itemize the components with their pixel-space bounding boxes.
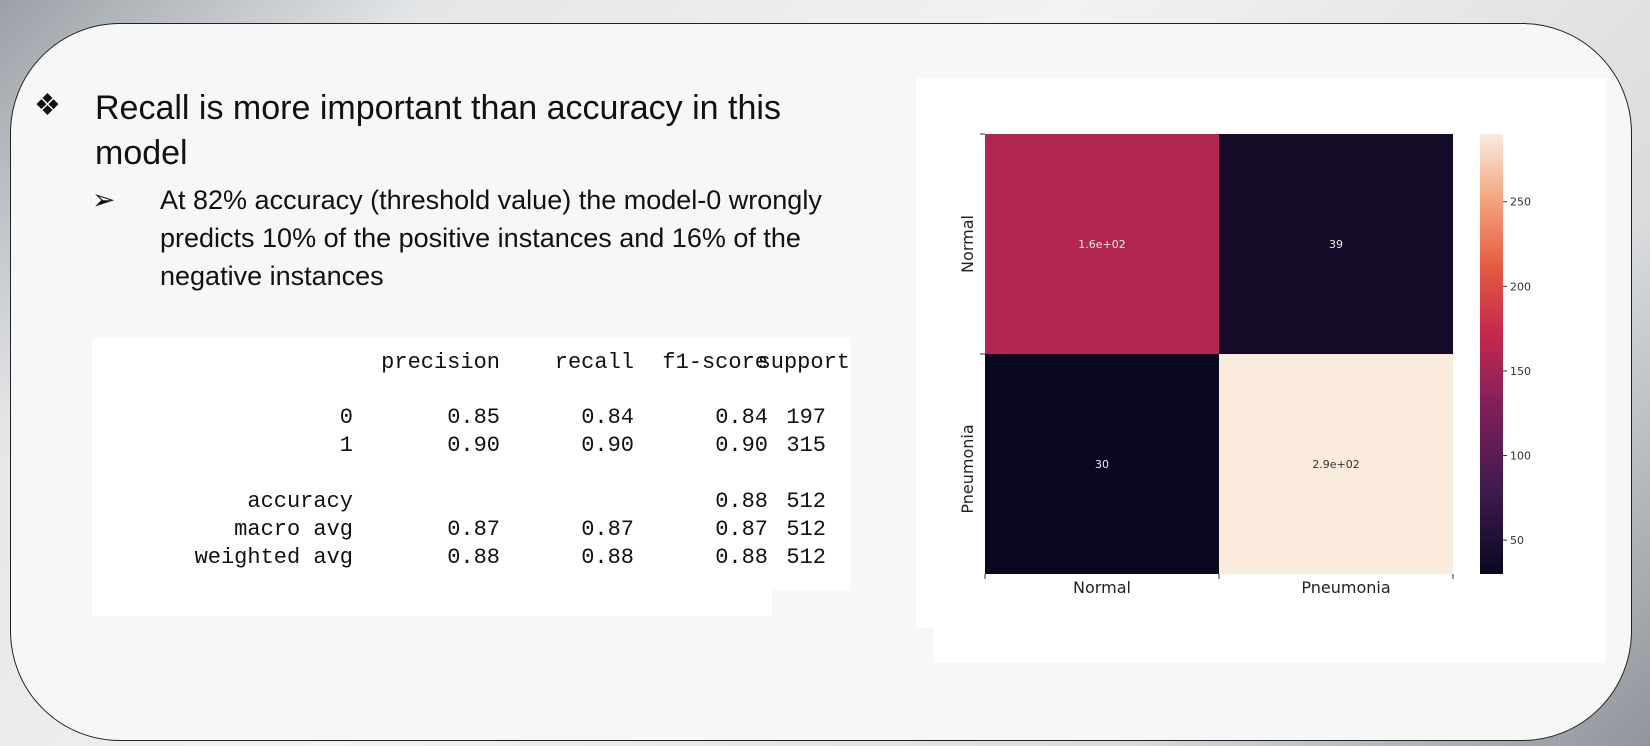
report-cell: 0.87	[715, 517, 768, 542]
colorbar-tick-label: 250	[1510, 196, 1531, 209]
colorbar-tick-label: 100	[1510, 450, 1531, 463]
x-axis-tick-label: Pneumonia	[1301, 578, 1390, 597]
heatmap-cell-annotation: 1.6e+02	[1078, 238, 1125, 251]
report-backdrop	[92, 590, 772, 616]
report-cell: 197	[786, 405, 826, 430]
report-col-support: support	[757, 350, 850, 375]
colorbar-tick-label: 50	[1510, 534, 1524, 547]
heatmap-cell-annotation: 2.9e+02	[1312, 458, 1359, 471]
report-cell: 0.88	[447, 545, 500, 570]
report-cell: 0.85	[447, 405, 500, 430]
report-cell: 0.87	[581, 517, 634, 542]
report-cell: 0.87	[447, 517, 500, 542]
heatmap-cell-annotation: 39	[1329, 238, 1343, 251]
heatmap-cell	[985, 354, 1219, 574]
y-axis-tick-label: Pneumonia	[958, 424, 977, 513]
report-cell: 0.90	[581, 433, 634, 458]
report-row-label: weighted avg	[194, 545, 353, 570]
report-cell: 0.88	[715, 545, 768, 570]
colorbar	[1480, 134, 1503, 574]
report-row-label: accuracy	[247, 489, 353, 514]
report-cell: 0.90	[715, 433, 768, 458]
x-axis-tick-label: Normal	[1073, 578, 1131, 597]
classification-report: precision recall f1-score support 0 0.85…	[92, 338, 850, 590]
report-cell: 512	[786, 545, 826, 570]
colorbar-tick-label: 200	[1510, 280, 1531, 293]
report-row-label: 0	[339, 405, 353, 430]
colorbar-tick-label: 150	[1510, 365, 1531, 378]
heatmap-cell	[1219, 134, 1453, 354]
heatmap-cell-annotation: 30	[1095, 458, 1109, 471]
report-cell: 512	[786, 517, 826, 542]
report-col-recall: recall	[554, 350, 634, 375]
heatmap-cell	[985, 134, 1219, 354]
y-axis-tick-label: Normal	[958, 215, 977, 273]
report-cell: 0.88	[581, 545, 634, 570]
chart-background-lower	[934, 628, 1606, 663]
report-col-precision: precision	[381, 350, 500, 375]
report-col-f1-score: f1-score	[662, 350, 768, 375]
heatmap-cell	[1219, 354, 1453, 574]
diamond-bullet-icon: ❖	[34, 89, 61, 122]
arrowhead-bullet-icon: ➢	[92, 184, 116, 215]
slide-title: Recall is more important than accuracy i…	[95, 89, 781, 172]
slide-subtext: At 82% accuracy (threshold value) the mo…	[160, 185, 822, 291]
report-cell: 0.88	[715, 489, 768, 514]
report-cell: 0.84	[715, 405, 768, 430]
report-cell: 315	[786, 433, 826, 458]
report-cell: 0.90	[447, 433, 500, 458]
report-row-label: 1	[339, 433, 353, 458]
report-cell: 0.84	[581, 405, 634, 430]
report-row-label: macro avg	[234, 517, 353, 542]
report-cell: 512	[786, 489, 826, 514]
